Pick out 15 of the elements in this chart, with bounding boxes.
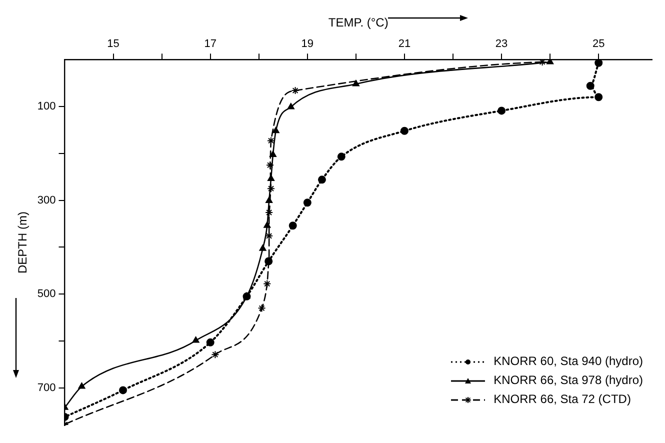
x-tick-label: 15 (107, 38, 120, 50)
x-tick-label: 17 (204, 38, 216, 50)
x-tick-label: 19 (301, 38, 314, 50)
legend-label: KNORR 60, Sta 940 (hydro) (494, 354, 643, 368)
x-tick-label: 25 (592, 38, 605, 50)
legend-label: KNORR 66, Sta 72 (CTD) (494, 392, 631, 406)
y-axis-title: DEPTH (m) (16, 212, 30, 274)
x-tick-label: 21 (398, 38, 411, 50)
y-tick-label: 100 (37, 100, 56, 113)
y-tick-label: 300 (37, 194, 56, 206)
y-tick-label: 500 (37, 288, 56, 300)
legend-label: KNORR 66, Sta 978 (hydro) (494, 373, 643, 387)
y-tick-label: 700 (37, 382, 56, 394)
x-tick-label: 23 (495, 38, 508, 50)
x-axis-title: TEMP. (°C) (328, 16, 388, 30)
